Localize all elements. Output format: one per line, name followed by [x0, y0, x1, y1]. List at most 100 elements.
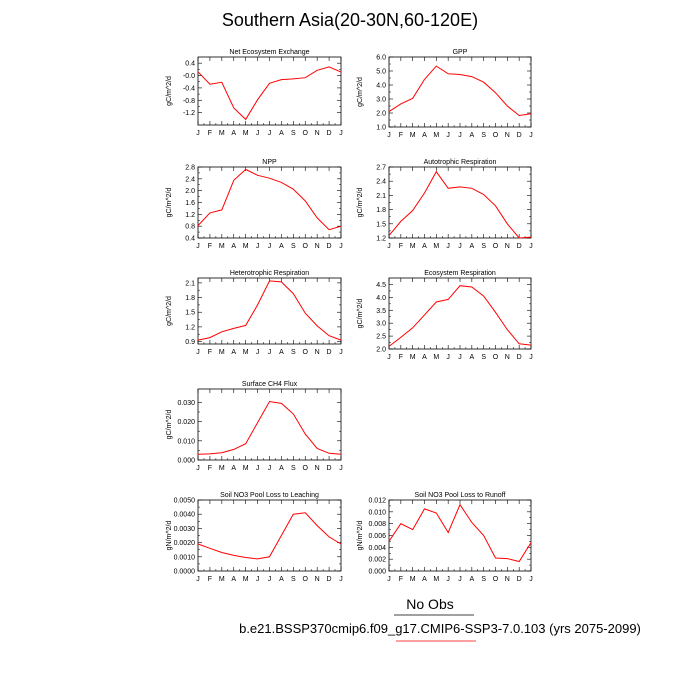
- series-line: [197, 168, 342, 231]
- y-tick-label: 5.0: [376, 69, 386, 76]
- y-tick-label: 3.0: [376, 321, 386, 328]
- case-legend-label: b.e21.BSSP370cmip6.f09_g17.CMIP6-SSP3-7.…: [239, 621, 641, 636]
- x-tick-label: F: [399, 576, 403, 583]
- x-tick-label: A: [231, 465, 236, 472]
- obs-legend-label: No Obs: [406, 596, 454, 612]
- x-tick-label: A: [279, 243, 284, 250]
- y-tick-label: -0.4: [183, 85, 195, 92]
- x-tick-label: A: [422, 132, 427, 139]
- x-tick-label: M: [243, 465, 249, 472]
- x-tick-label: O: [493, 132, 499, 139]
- y-tick-label: 4.5: [376, 282, 386, 289]
- series-line: [197, 512, 342, 560]
- y-tick-label: 1.0: [376, 125, 386, 132]
- x-tick-label: A: [231, 576, 236, 583]
- y-tick-label: 1.2: [185, 212, 195, 219]
- y-tick-label: 1.2: [185, 324, 195, 331]
- plot-frame: [388, 499, 532, 572]
- series-line: [388, 503, 532, 563]
- x-tick-label: J: [339, 465, 343, 472]
- x-tick-label: N: [505, 354, 510, 361]
- y-tick-label: 2.0: [376, 347, 386, 354]
- x-tick-label: M: [219, 130, 225, 137]
- x-tick-label: A: [279, 576, 284, 583]
- x-tick-label: N: [315, 576, 320, 583]
- x-tick-label: J: [458, 354, 462, 361]
- x-tick-label: D: [327, 576, 332, 583]
- y-tick-label: 0.0030: [174, 526, 196, 533]
- x-tick-label: J: [268, 465, 272, 472]
- x-tick-label: D: [327, 349, 332, 356]
- x-tick-label: J: [256, 243, 260, 250]
- x-tick-label: O: [493, 354, 499, 361]
- x-tick-label: J: [458, 243, 462, 250]
- x-tick-label: N: [505, 132, 510, 139]
- series-line: [388, 285, 532, 347]
- x-tick-label: N: [315, 465, 320, 472]
- x-tick-label: A: [279, 349, 284, 356]
- x-tick-label: J: [256, 130, 260, 137]
- x-tick-label: J: [268, 576, 272, 583]
- x-tick-label: J: [458, 132, 462, 139]
- x-tick-label: J: [387, 132, 391, 139]
- x-tick-label: J: [268, 130, 272, 137]
- y-tick-label: 0.002: [368, 557, 386, 564]
- y-tick-label: -1.2: [183, 110, 195, 117]
- y-tick-label: 2.1: [185, 280, 195, 287]
- x-tick-label: M: [410, 132, 416, 139]
- x-tick-label: J: [387, 354, 391, 361]
- y-tick-label: 2.4: [185, 176, 195, 183]
- x-tick-label: M: [243, 130, 249, 137]
- y-tick-label: 2.0: [185, 188, 195, 195]
- y-tick-label: 3.0: [376, 97, 386, 104]
- x-tick-label: A: [422, 576, 427, 583]
- x-tick-label: S: [481, 354, 486, 361]
- x-tick-label: S: [291, 465, 296, 472]
- x-tick-label: J: [268, 349, 272, 356]
- x-tick-label: S: [291, 349, 296, 356]
- panel-title: Soil NO3 Pool Loss to Runoff: [415, 492, 506, 499]
- panel-title: NPP: [262, 159, 277, 166]
- x-tick-label: D: [517, 354, 522, 361]
- x-tick-label: A: [422, 243, 427, 250]
- y-tick-label: 0.006: [368, 533, 386, 540]
- x-tick-label: J: [268, 243, 272, 250]
- y-tick-label: 0.0040: [174, 512, 196, 519]
- x-tick-label: M: [219, 349, 225, 356]
- x-tick-label: A: [231, 349, 236, 356]
- x-tick-label: J: [339, 349, 343, 356]
- y-axis-label: gC/m^2/d: [357, 299, 364, 329]
- series-line: [388, 65, 532, 117]
- y-axis-label: gC/m^2/d: [166, 76, 173, 106]
- y-tick-label: 0.010: [177, 438, 195, 445]
- y-tick-label: 6.0: [376, 55, 386, 62]
- x-tick-label: J: [256, 465, 260, 472]
- x-tick-label: M: [410, 354, 416, 361]
- x-tick-label: O: [303, 349, 309, 356]
- x-tick-label: J: [196, 576, 200, 583]
- panel-title: Autotrophic Respiration: [424, 159, 497, 166]
- x-tick-label: F: [399, 132, 403, 139]
- x-tick-label: N: [315, 243, 320, 250]
- y-tick-label: 0.0020: [174, 540, 196, 547]
- x-tick-label: S: [291, 130, 296, 137]
- x-tick-label: F: [208, 576, 212, 583]
- x-tick-label: M: [433, 576, 439, 583]
- panel-title: GPP: [453, 49, 468, 56]
- x-tick-label: A: [469, 354, 474, 361]
- plot-frame: [197, 499, 342, 572]
- x-tick-label: A: [422, 354, 427, 361]
- x-tick-label: D: [327, 465, 332, 472]
- x-tick-label: N: [315, 130, 320, 137]
- x-tick-label: O: [303, 243, 309, 250]
- y-tick-label: 0.0000: [174, 569, 196, 576]
- y-axis-label: gN/m^2/d: [357, 521, 364, 551]
- y-tick-label: 0.004: [368, 545, 386, 552]
- y-tick-label: 0.012: [368, 498, 386, 505]
- y-tick-label: -0.0: [183, 73, 195, 80]
